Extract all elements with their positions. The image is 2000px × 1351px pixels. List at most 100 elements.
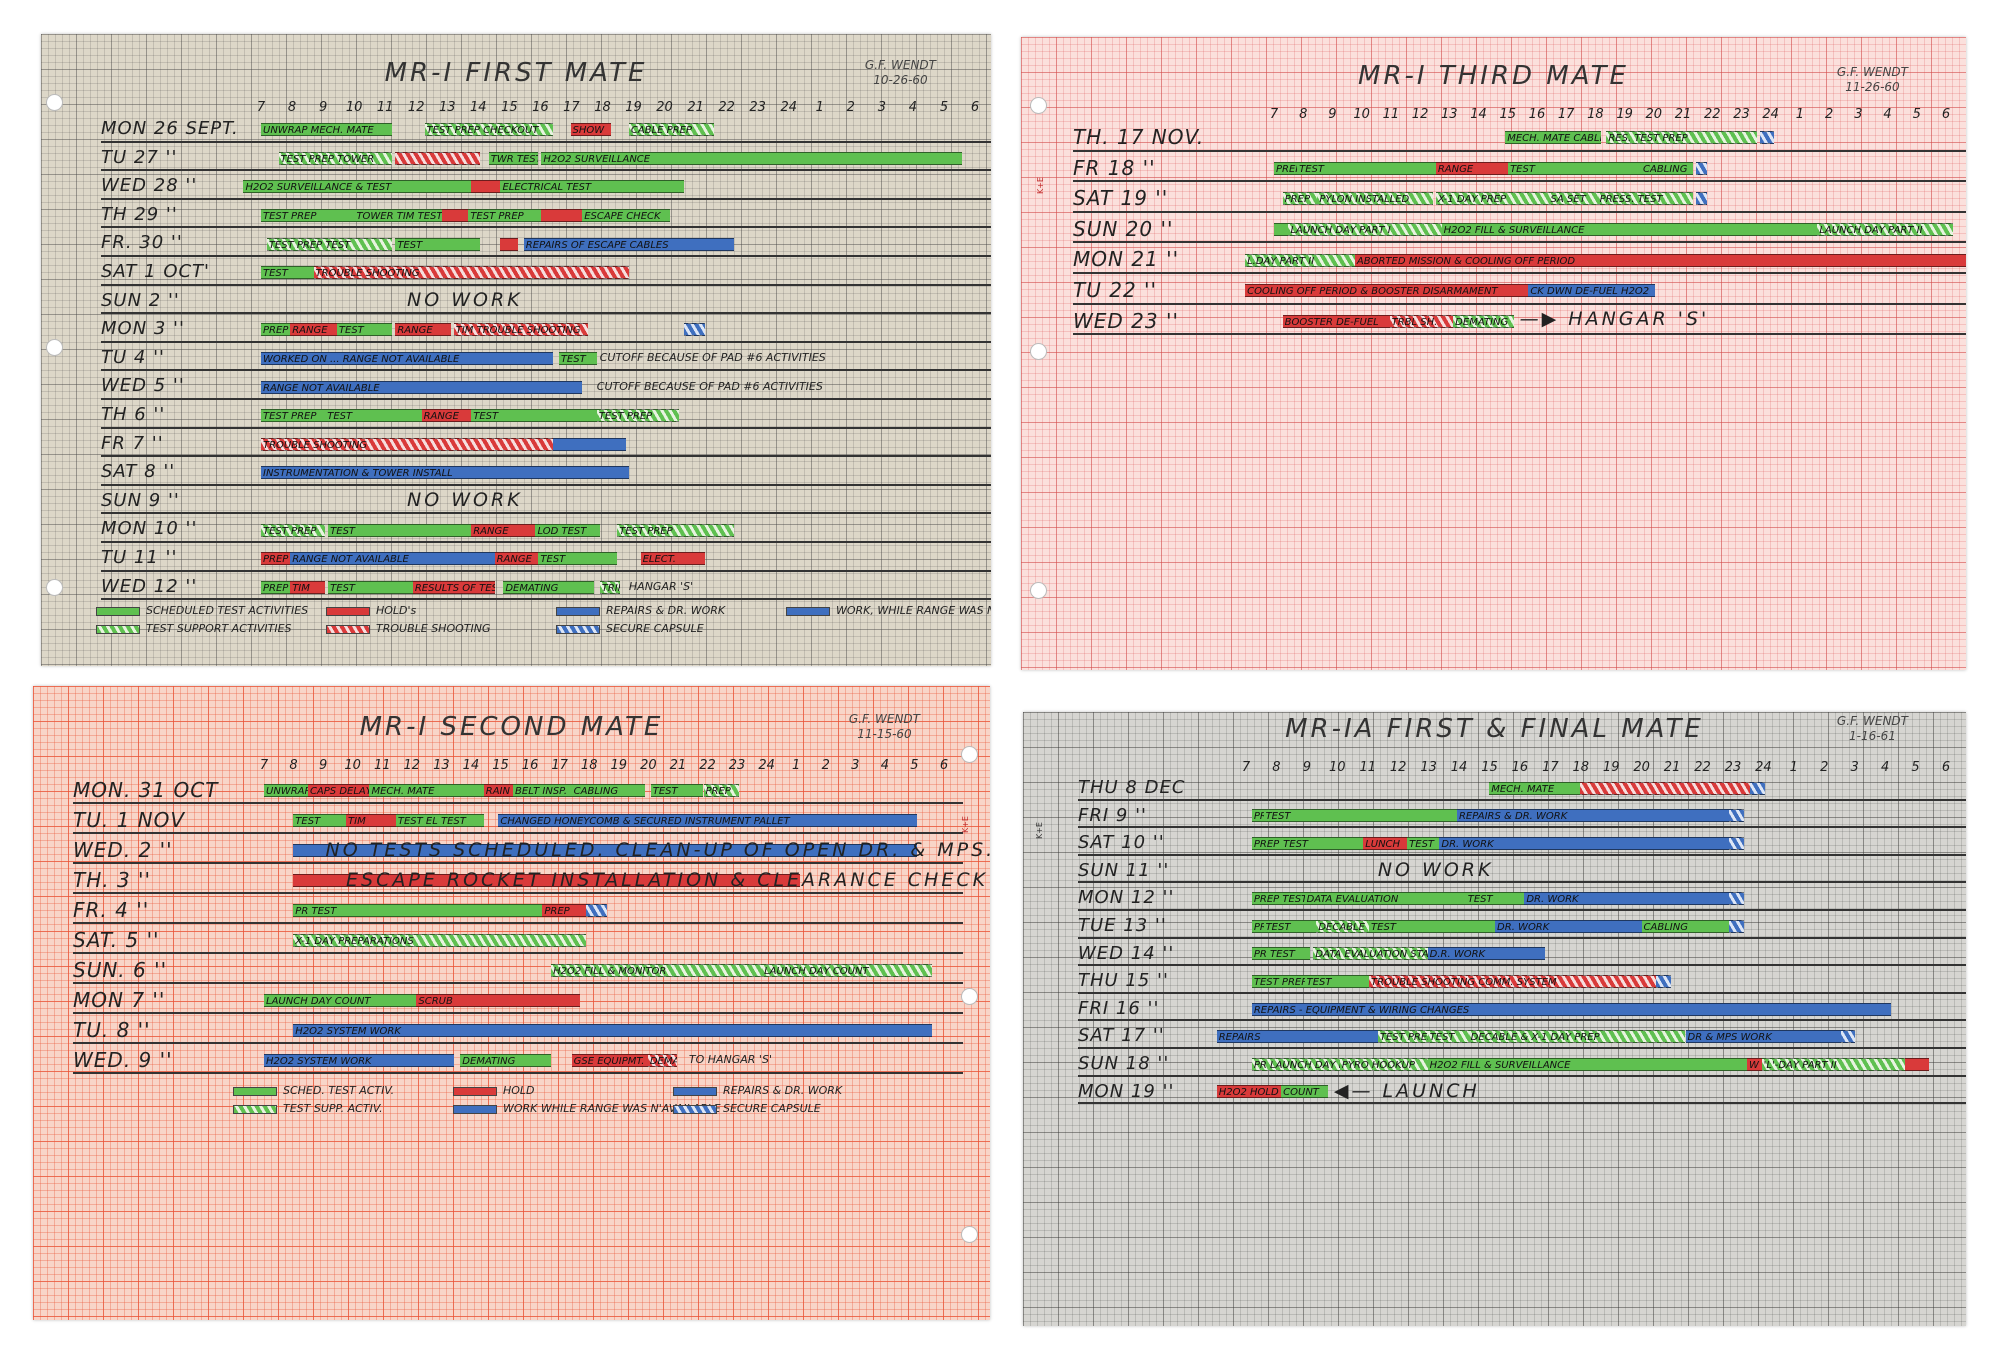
row-note: CUTOFF BECAUSE OF PAD #6 ACTIVITIES: [596, 379, 823, 393]
schedule-row: TH 6 '' TEST PREP TEST RANGE TEST TEST PREP: [101, 400, 991, 429]
hour-label: 9: [1302, 760, 1311, 775]
day-label: TH 6 '': [101, 404, 166, 425]
activity-bar: REPAIRS OF ESCAPE CABLES: [523, 237, 735, 251]
activity-bar: COUNT: [1281, 1085, 1329, 1099]
schedule-row: FR. 4 '' PR TEST PREP: [73, 894, 963, 924]
activity-bar: [1749, 781, 1765, 795]
activity-bar: X-1 DAY PREPARATIONS: [293, 934, 587, 947]
hour-label: 1: [1789, 760, 1798, 775]
hour-label: 11: [376, 100, 394, 115]
activity-bar: [471, 180, 501, 194]
schedule-row: TU. 8 '' H2O2 SYSTEM WORK: [73, 1014, 963, 1044]
activity-bar: RAIN: [483, 784, 514, 797]
day-label: MON 7 '': [73, 988, 166, 1012]
schedule-row: FRI 16 '' REPAIRS - EQUIPMENT & WIRING CH…: [1078, 994, 1966, 1022]
activity-bar: TRBL SH.: [1389, 314, 1454, 328]
schedule-row: MON 26 SEPT. UNWRAP MECH. MATE TEST PREP C…: [101, 114, 991, 143]
activity-bar: [500, 237, 518, 251]
binder-hole: [1030, 343, 1047, 360]
activity-bar: DEMATING: [1453, 314, 1514, 328]
hour-label: 9: [318, 758, 328, 773]
schedule-row: TH. 3 '' ESCAPE ROCKET INSTALLATION & CLE…: [73, 864, 985, 894]
activity-bar: MECH. MATE CABLING: [1505, 131, 1601, 145]
activity-bar: LOD TEST: [535, 523, 600, 537]
activity-bar: RANGE: [395, 323, 451, 337]
hour-label: 13: [433, 758, 450, 773]
hour-label: 21: [687, 100, 704, 115]
activity-bar: DR & MPS WORK: [1685, 1030, 1841, 1044]
day-label: SAT 17 '': [1078, 1025, 1165, 1047]
row-divider: [101, 512, 991, 515]
day-label: SUN. 6 '': [73, 958, 168, 982]
hour-label: 22: [699, 758, 716, 773]
legend-swatch: [453, 1104, 497, 1114]
schedule-row: WED 23 '' BOOSTER DE-FUEL TRBL SH. DEMATING…: [1073, 305, 1966, 336]
row-divider: [73, 1012, 963, 1014]
activity-bar: SA SET: [1548, 192, 1598, 206]
day-label: TH. 3 '': [73, 868, 152, 892]
activity-bar: H2O2 FILL & SURVEILLANCE: [1427, 1057, 1748, 1071]
row-note: NO WORK: [1377, 858, 1494, 881]
row-divider: [1073, 180, 1966, 183]
activity-bar: TEST: [1297, 161, 1436, 175]
day-label: SUN 18 '': [1078, 1053, 1170, 1074]
row-divider: [1078, 826, 1966, 829]
row-divider: [101, 169, 991, 172]
day-label: WED 14 '': [1078, 942, 1175, 964]
day-label: SUN 11 '': [1078, 859, 1170, 881]
hour-label: 19: [1602, 760, 1620, 775]
activity-bar: 'L'-DAY PART II: [1761, 1057, 1906, 1071]
activity-bar: [1695, 161, 1708, 175]
row-divider: [73, 952, 963, 954]
day-label: WED 23 '': [1073, 308, 1179, 333]
activity-bar: RANGE: [1435, 161, 1509, 175]
hour-label: 4: [1883, 107, 1892, 122]
activity-bar: RANGE NOT AVAILABLE: [290, 552, 495, 566]
activity-bar: TRIP: [599, 580, 621, 594]
day-label: SAT 8 '': [101, 461, 176, 483]
activity-bar: REPAIRS - EQUIPMENT & WIRING CHANGES: [1251, 1002, 1891, 1016]
row-divider: [1078, 881, 1966, 884]
hour-label: 17: [551, 758, 568, 773]
hour-label: 4: [880, 758, 889, 773]
hour-label: 3: [877, 100, 886, 115]
day-label: WED 5 '': [101, 375, 185, 397]
activity-bar: RANGE: [421, 409, 472, 423]
activity-bar: MECH. MATE: [369, 784, 484, 797]
row-divider: [73, 832, 963, 834]
chart-author: G.F. WENDT 10-26-60: [864, 58, 936, 87]
schedule-row: TU 27 '' TEST PREP TOWER TWR TEST H2O2 SURV…: [101, 143, 991, 172]
legend-label: HOLD: [503, 1084, 535, 1097]
legend-item: REPAIRS & DR. WORK: [673, 1084, 842, 1097]
activity-bar: CABLING: [1641, 919, 1730, 933]
hour-scale: 7 8 9 10 11 12 13 14 15 16 17 18 19 20 21 22 23 24 1 2 3 4 5 6: [1242, 760, 1950, 780]
row-note: —▶ HANGAR 'S': [1519, 307, 1710, 330]
legend-label: REPAIRS & DR. WORK: [606, 604, 726, 617]
binder-hole: [1030, 97, 1047, 114]
schedule-row: FR 18 ''PREPTESTRANGETESTCABLING: [1073, 152, 1966, 183]
binder-hole: [961, 988, 978, 1005]
day-label: TUE 13 '': [1078, 915, 1167, 936]
schedule-row: MON 19 '' H2O2 HOLD COUNT ◀— LAUNCH: [1078, 1077, 1966, 1105]
schedule-row: TU 22 '' COOLING OFF PERIOD & BOOSTER DIS…: [1073, 274, 1966, 305]
activity-bar: TIM: [290, 580, 326, 594]
activity-bar: [553, 437, 626, 451]
day-label: MON 3 '': [101, 318, 185, 340]
activity-bar: TEST PREP: [1251, 974, 1305, 988]
activity-bar: RANGE: [290, 323, 337, 337]
activity-bar: TROUBLE SHOOTING: [313, 266, 629, 280]
binder-hole: [1030, 582, 1047, 599]
day-label: MON 10 '': [101, 518, 198, 540]
activity-bar: TEST: [558, 352, 597, 366]
hour-label: 1: [815, 100, 824, 115]
legend-swatch: [96, 606, 140, 616]
activity-bar: BELT INSP.: [513, 784, 572, 797]
hour-label: 13: [1441, 107, 1458, 122]
activity-bar: PR: [1251, 809, 1264, 823]
activity-bar: [1840, 1030, 1856, 1044]
activity-bar: TEST: [1427, 1030, 1469, 1044]
day-label: SAT 10 '': [1078, 832, 1165, 854]
activity-bar: LAUNCH DAY COUNT: [762, 964, 933, 977]
row-divider: [1078, 1102, 1966, 1105]
